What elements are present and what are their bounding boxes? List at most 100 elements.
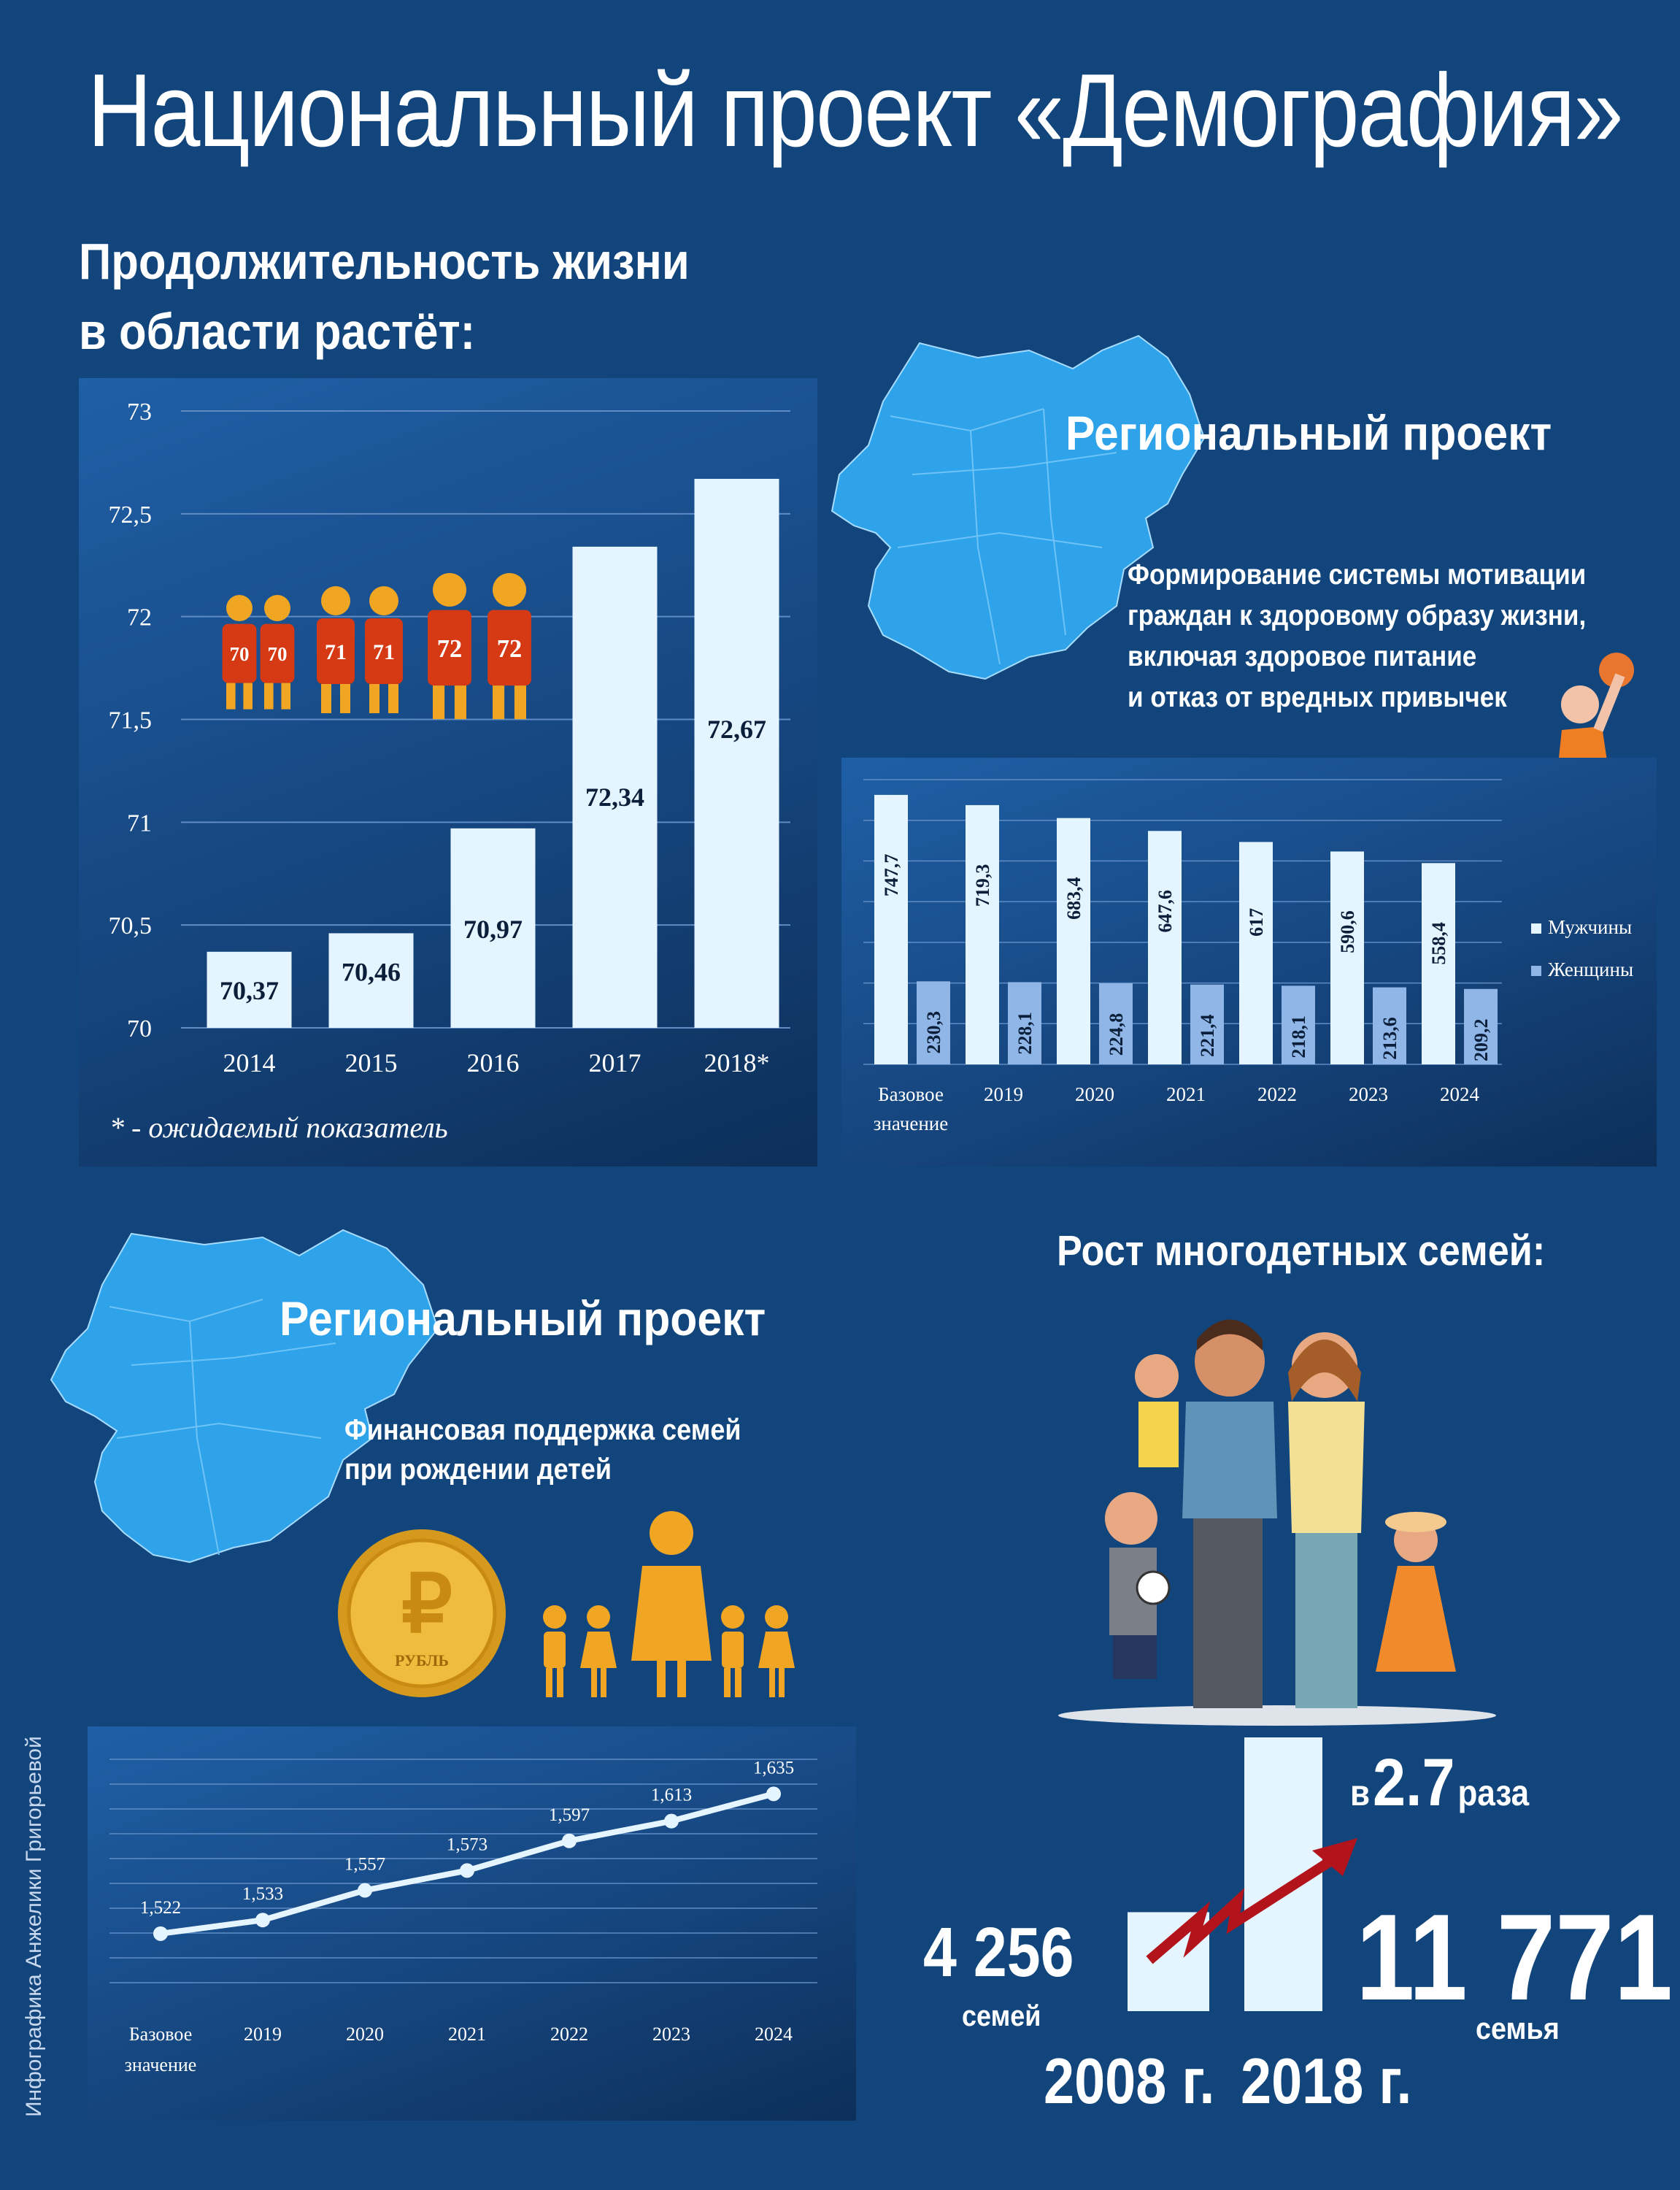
x-tick-label: 2020	[1075, 1083, 1114, 1105]
data-point	[562, 1833, 577, 1848]
region2-description: Финансовая поддержка семей при рождении …	[344, 1410, 741, 1489]
person-figure-leg	[264, 683, 274, 710]
credit-text: Инфографика Анжелики Григорьевой	[22, 1736, 46, 2117]
value-2008: 4 256	[923, 1913, 1074, 1991]
person-figure-head	[493, 573, 526, 607]
growth-suffix: раза	[1457, 1772, 1530, 1813]
data-label: 72,34	[585, 783, 644, 812]
data-label-men: 647,6	[1155, 890, 1176, 933]
data-label-men: 683,4	[1063, 877, 1084, 920]
life-heading-line2: в области растёт:	[79, 303, 476, 360]
families-heading: Рост многодетных семей:	[1057, 1227, 1546, 1275]
growth-prefix: в	[1350, 1772, 1371, 1813]
x-tick-label: 2019	[984, 1083, 1023, 1105]
region-map-2	[44, 1219, 452, 1573]
data-label-women: 209,2	[1471, 1018, 1492, 1061]
region2-heading: Региональный проект	[280, 1291, 766, 1345]
region1-line: граждан к здоровому образу жизни,	[1128, 600, 1587, 631]
x-tick-label: значение	[125, 2054, 197, 2075]
y-tick-label: 72	[127, 604, 152, 631]
x-tick-label: 2021	[448, 2024, 486, 2045]
families-bar-chart	[1128, 1737, 1357, 2011]
y-tick-label: 72,5	[109, 502, 153, 529]
person-figure-leg	[340, 684, 350, 713]
life-expectancy-chart: 70 70,5 71 71,5 72 72,5 73 70,37 2014 70,46 2015 70…	[109, 399, 790, 1144]
region1-line: и отказ от вредных привычек	[1128, 682, 1507, 713]
bar-men	[874, 794, 908, 1064]
data-label: 1,533	[242, 1884, 283, 1904]
person-figure-head	[369, 586, 398, 615]
ruble-coin-icon: ₽ РУБЛЬ	[334, 1526, 509, 1705]
growth-label: в 2.7 раза	[1350, 1745, 1529, 1821]
region2-line: при рождении детей	[344, 1453, 612, 1486]
bar-women	[917, 981, 950, 1064]
data-point	[460, 1863, 474, 1878]
births-line-chart: 1,522 Базовое значение 1,533 2019 1,557 2020 1,…	[109, 1758, 817, 2075]
x-tick-label: 2016	[467, 1048, 520, 1077]
bar	[328, 933, 414, 1028]
y-tick-label: 70	[127, 1015, 152, 1042]
person-figure-body	[428, 610, 471, 686]
year-2018-label: 2018 г.	[1241, 2045, 1412, 2117]
life-expectancy-panel: 70 70,5 71 71,5 72 72,5 73 70,37 2014 70,46 2015 70…	[79, 378, 817, 1167]
data-label-women: 213,6	[1379, 1017, 1400, 1060]
figure-label: 71	[325, 640, 347, 664]
person-figure-body	[317, 618, 355, 684]
bar	[572, 546, 658, 1028]
bar-women	[1099, 983, 1133, 1064]
person-figure-body	[222, 623, 257, 683]
person-figure-head	[226, 595, 253, 621]
coin-text: РУБЛЬ	[395, 1651, 449, 1670]
x-tick-label: Базовое	[129, 2024, 193, 2045]
growth-value: 2.7	[1372, 1745, 1455, 1820]
legend-label-men: Мужчины	[1548, 916, 1632, 938]
data-point	[358, 1883, 372, 1898]
data-label: 1,557	[344, 1855, 385, 1875]
data-label: 70,97	[463, 915, 523, 944]
page-title: Национальный проект «Демография»	[88, 53, 1624, 169]
x-tick-label: 2022	[1257, 1083, 1297, 1105]
figure-label: 72	[437, 635, 463, 663]
bar-women	[1373, 987, 1406, 1064]
x-tick-label: 2021	[1166, 1083, 1206, 1105]
legend-swatch-women	[1531, 966, 1541, 976]
y-tick-label: 73	[127, 399, 152, 426]
bar	[207, 951, 292, 1028]
data-label: 1,597	[549, 1805, 590, 1825]
person-figure-body	[260, 623, 295, 683]
region1-heading: Региональный проект	[1066, 406, 1552, 460]
growth-arrow-line	[1146, 1853, 1338, 1964]
value-2018: 11 771	[1356, 1889, 1673, 2026]
data-label: 1,613	[651, 1786, 692, 1805]
person-figure-leg	[388, 684, 398, 713]
data-point	[664, 1813, 679, 1829]
figure-label: 70	[268, 643, 288, 665]
person-figure-body	[488, 610, 531, 686]
data-label-men: 617	[1246, 908, 1267, 937]
unit-2008: семей	[962, 2000, 1041, 2032]
data-label: 1,522	[140, 1898, 181, 1918]
person-figure-leg	[369, 684, 379, 713]
x-tick-label: 2015	[345, 1048, 398, 1077]
bar	[450, 828, 536, 1028]
data-label-women: 221,4	[1197, 1014, 1218, 1057]
y-tick-label: 71,5	[109, 707, 153, 734]
data-label: 1,635	[753, 1758, 794, 1778]
person-figure-leg	[226, 683, 236, 710]
data-label-women: 218,1	[1288, 1015, 1309, 1058]
x-tick-label: 2017	[589, 1048, 641, 1077]
data-point	[766, 1786, 781, 1802]
data-point	[153, 1926, 168, 1941]
figure-label: 70	[230, 643, 250, 665]
x-tick-label: 2024	[1440, 1083, 1480, 1105]
bar-men	[1148, 831, 1182, 1064]
x-tick-label: Базовое	[878, 1083, 944, 1105]
x-tick-label: значение	[874, 1113, 948, 1134]
x-tick-label: 2019	[244, 2024, 282, 2045]
svg-text:₽: ₽	[401, 1560, 452, 1649]
data-label-men: 719,3	[972, 864, 993, 907]
y-tick-label: 71	[127, 810, 152, 837]
data-label-men: 590,6	[1337, 910, 1358, 953]
bar-men	[1330, 851, 1364, 1064]
year-2008-label: 2008 г.	[1044, 2045, 1215, 2117]
